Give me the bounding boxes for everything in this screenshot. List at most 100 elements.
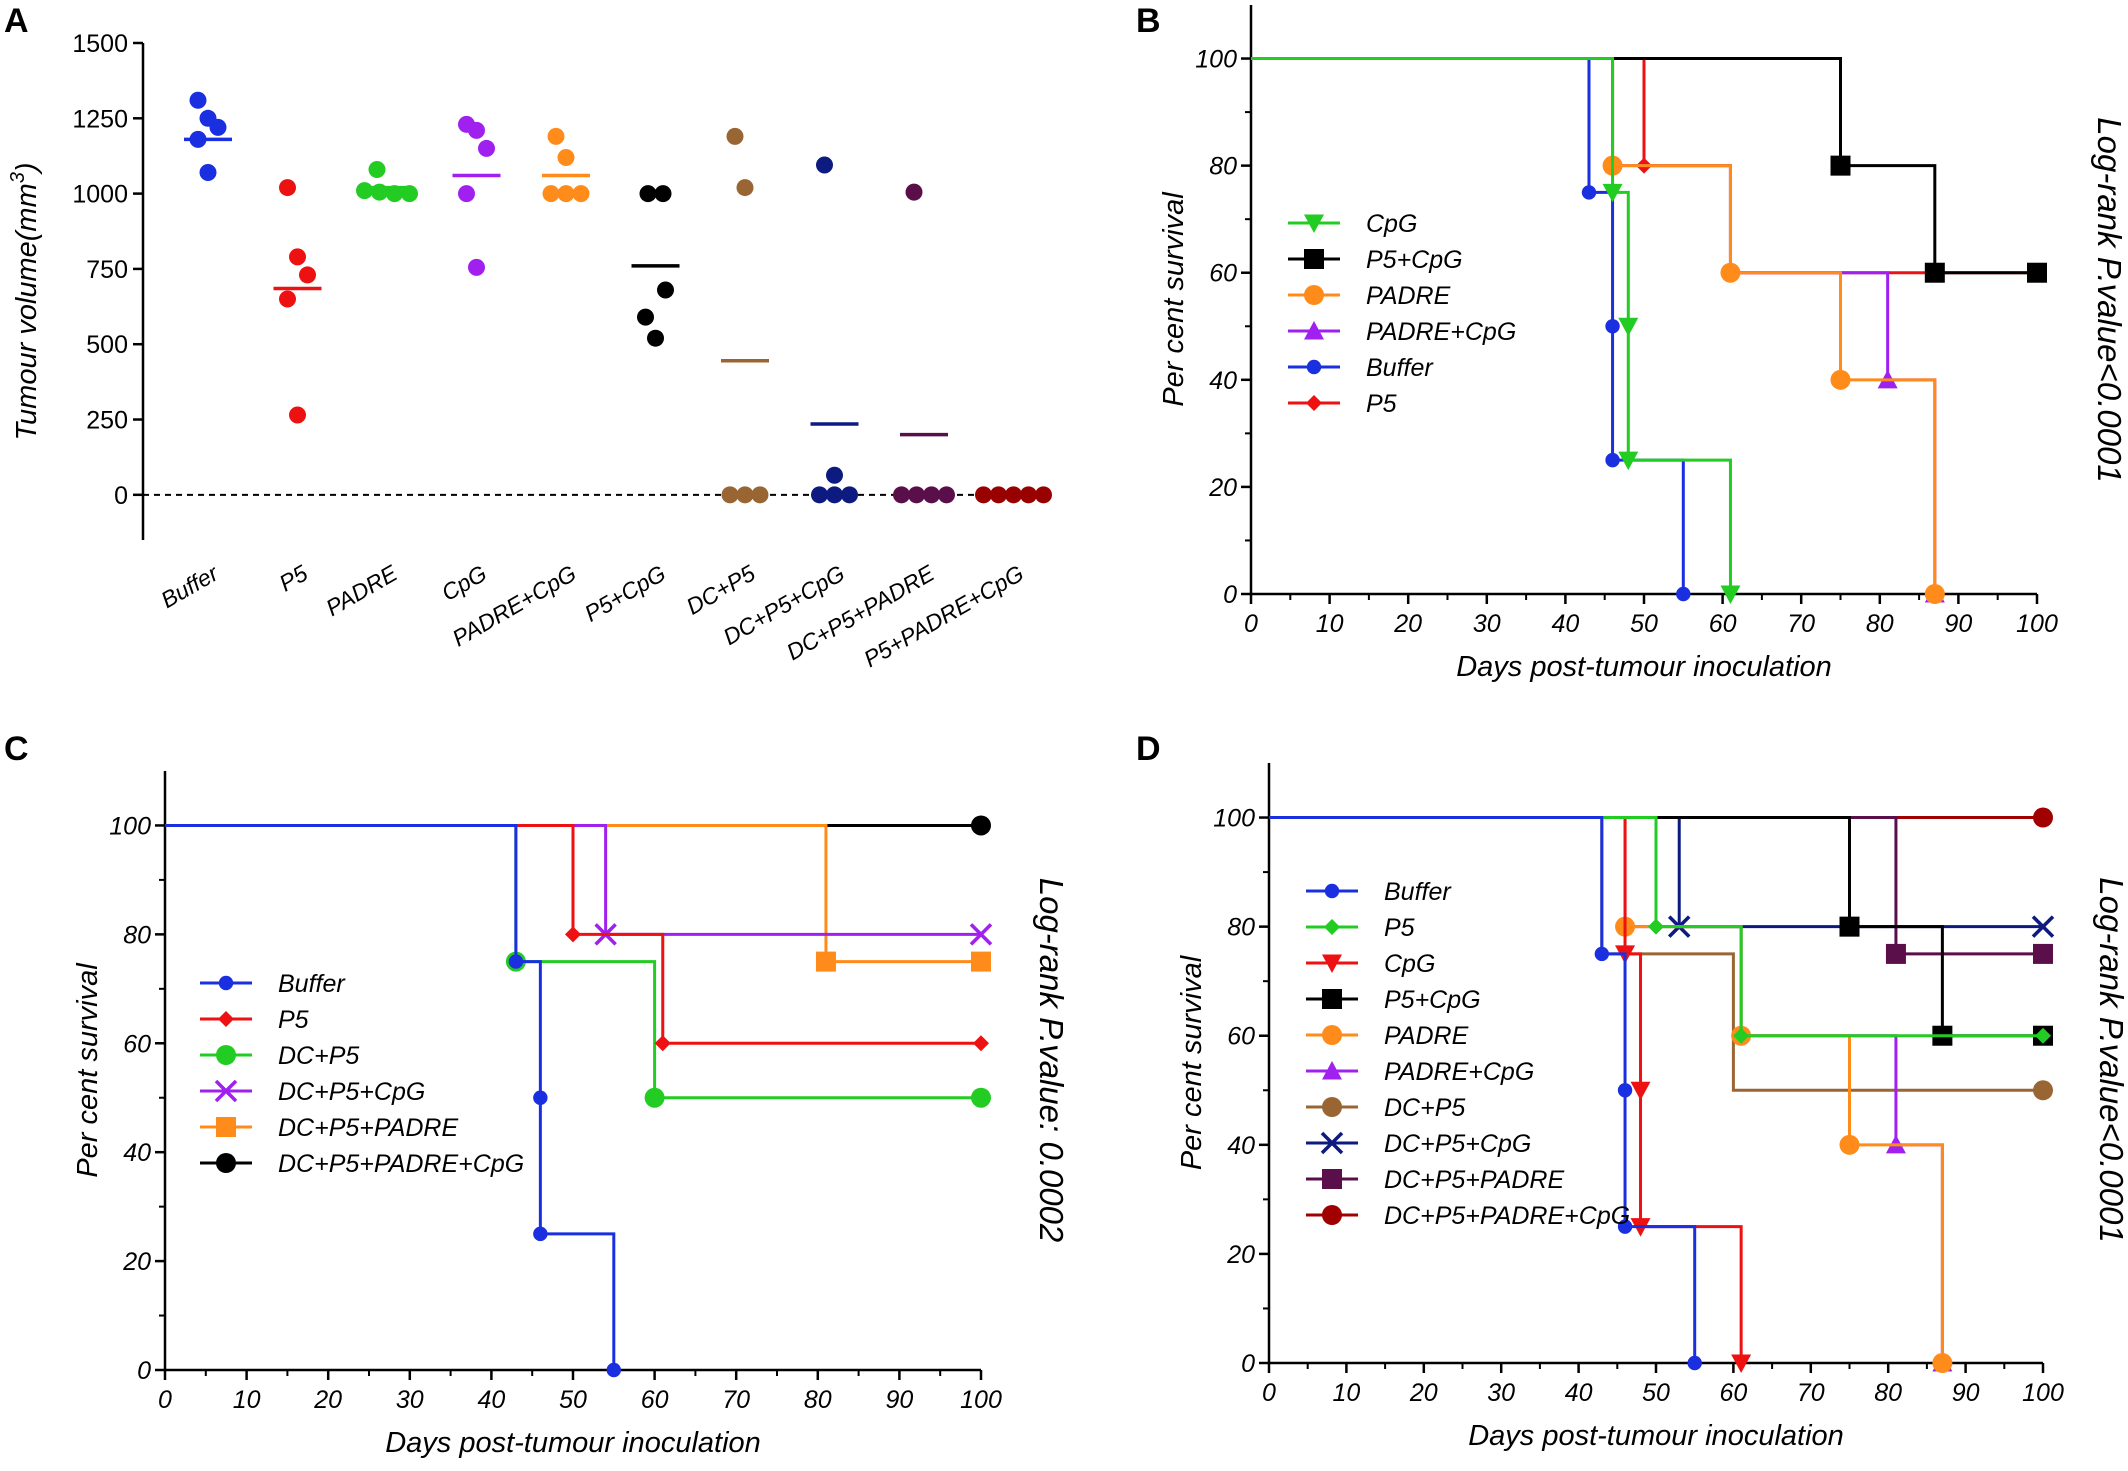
x-tick-label: 100 — [2022, 1379, 2064, 1407]
data-point — [289, 248, 306, 266]
x-tick-label: 50 — [559, 1386, 587, 1414]
data-point — [1035, 486, 1052, 504]
y-tick-label: 0 — [137, 1357, 151, 1385]
legend-item: DC+P5+PADRE+CpG — [200, 1150, 524, 1178]
data-point — [826, 486, 843, 504]
series-PADRE+CpG — [542, 127, 590, 203]
legend-label: Buffer — [1384, 878, 1452, 906]
survival-marker — [1618, 451, 1639, 471]
category-label: PADRE — [321, 559, 402, 621]
survival-marker — [1830, 155, 1851, 176]
survival-marker — [1617, 1083, 1633, 1098]
logrank-pvalue: Log-rank P.value<0.0001 — [2093, 877, 2128, 1242]
survival-marker — [1676, 586, 1691, 602]
legend-label: P5 — [278, 1006, 309, 1034]
legend-label: Buffer — [1366, 354, 1434, 382]
data-point — [209, 118, 227, 136]
y-tick-label: 1000 — [72, 181, 128, 209]
legend-item: Buffer — [1306, 878, 1452, 906]
legend-marker — [214, 1079, 238, 1103]
legend-label: PADRE — [1384, 1022, 1469, 1050]
survival-marker — [2031, 915, 2055, 938]
x-tick-label: 70 — [1787, 610, 1815, 638]
data-point — [908, 486, 925, 504]
data-point — [468, 121, 485, 139]
x-tick-label: 30 — [1473, 610, 1501, 638]
legend-marker — [1304, 214, 1324, 233]
legend-item: CpG — [1306, 950, 1435, 978]
legend-item: DC+P5 — [1306, 1094, 1465, 1122]
legend-item: Buffer — [1288, 354, 1434, 382]
legend: CpG P5+CpG PADRE PADRE+CpG Buffer P5 — [1288, 210, 1516, 418]
legend-label: DC+P5 — [1384, 1094, 1465, 1122]
legend-item: DC+P5+CpG — [1306, 1130, 1531, 1158]
legend-marker — [1322, 1205, 1342, 1225]
x-tick-label: 20 — [313, 1386, 342, 1414]
survival-marker — [971, 1087, 991, 1108]
y-tick-label: 60 — [1209, 260, 1237, 288]
survival-step-line — [1251, 57, 1732, 594]
legend-label: CpG — [1366, 210, 1417, 238]
legend-item: P5 — [200, 1006, 309, 1034]
series-Buffer — [184, 91, 232, 182]
data-point — [923, 486, 940, 504]
data-point — [654, 185, 672, 203]
legend-marker — [1322, 1061, 1342, 1080]
survival-step-line — [1251, 57, 2037, 275]
survival-marker — [1839, 1134, 1860, 1155]
survival-marker — [1720, 585, 1741, 604]
data-point — [736, 179, 754, 197]
legend-item: DC+P5+PADRE — [200, 1114, 458, 1142]
y-tick-label: 20 — [1208, 474, 1237, 502]
legend-marker — [218, 1011, 234, 1027]
data-point — [721, 486, 739, 504]
data-point — [368, 161, 386, 179]
survival-marker — [973, 1035, 989, 1052]
data-point — [289, 406, 306, 424]
x-tick-label: 100 — [2016, 610, 2058, 638]
legend-label: DC+P5 — [278, 1042, 359, 1070]
y-tick-label: 1250 — [72, 105, 128, 133]
data-point — [189, 91, 207, 109]
survival-marker — [1720, 262, 1741, 283]
survival-step-line — [1251, 57, 1937, 594]
legend-item: DC+P5+PADRE — [1306, 1166, 1564, 1194]
data-point — [458, 185, 475, 203]
legend-label: DC+P5+PADRE — [278, 1114, 458, 1142]
legend-marker — [216, 1153, 236, 1173]
legend-item: P5 — [1288, 390, 1397, 418]
legend-marker — [1306, 395, 1322, 411]
x-tick-label: 70 — [1797, 1379, 1825, 1407]
survival-marker — [2033, 807, 2053, 828]
legend-label: DC+P5+CpG — [1384, 1130, 1531, 1158]
series-P5+CpG — [631, 185, 680, 347]
survival-marker — [1630, 1081, 1651, 1101]
panel-label-a: A — [4, 2, 29, 40]
y-tick-label: 100 — [1195, 46, 1237, 74]
x-axis-title: Days post-tumour inoculation — [385, 1427, 761, 1459]
data-point — [478, 139, 495, 157]
survival-marker — [1932, 1353, 1953, 1373]
survival-marker — [1924, 262, 1945, 283]
legend-label: DC+P5+PADRE — [1384, 1166, 1564, 1194]
x-axis-title: Days post-tumour inoculation — [1456, 651, 1832, 683]
legend-marker — [1324, 883, 1340, 899]
survival-marker — [533, 1090, 548, 1105]
survival-marker — [1830, 369, 1851, 390]
legend-marker — [216, 1045, 236, 1065]
legend-label: P5 — [1384, 914, 1415, 942]
panel-label-b: B — [1136, 2, 1161, 40]
data-point — [893, 486, 910, 504]
x-tick-label: 90 — [885, 1386, 913, 1414]
data-point — [199, 164, 217, 182]
legend-label: P5+CpG — [1384, 986, 1481, 1014]
survival-marker — [1648, 918, 1664, 935]
survival-marker — [1687, 1355, 1702, 1371]
series-DC+P5+PADRE — [893, 183, 955, 504]
x-tick-label: 50 — [1642, 1379, 1670, 1407]
survival-marker — [508, 954, 524, 969]
category-label: CpG — [437, 560, 491, 606]
survival-marker — [1605, 452, 1620, 468]
x-axis-title: Days post-tumour inoculation — [1468, 1420, 1844, 1452]
survival-marker — [606, 1362, 621, 1378]
